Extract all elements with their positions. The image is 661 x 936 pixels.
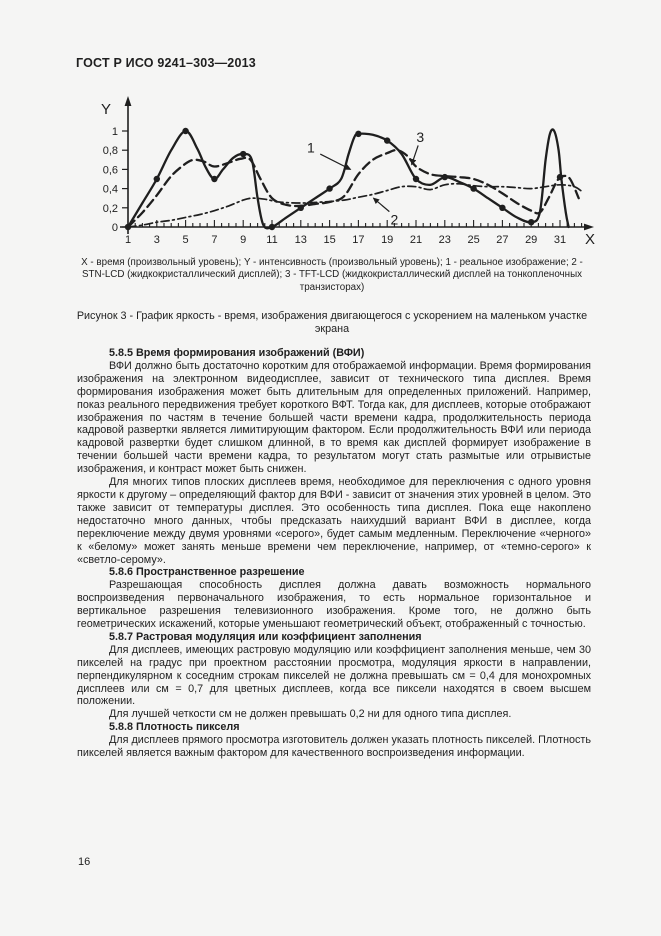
series-marker (268, 223, 276, 231)
curve-label: 1 (307, 139, 315, 155)
series-marker (211, 175, 218, 183)
series-marker (240, 150, 247, 158)
paragraph: Для дисплеев, имеющих растровую модуляци… (77, 643, 591, 708)
series-marker (153, 175, 160, 183)
series-line-2 (127, 182, 584, 228)
curve-label: 2 (391, 211, 399, 227)
y-tick-label: 0 (112, 222, 118, 234)
curve-label: 3 (416, 129, 424, 145)
y-tick-label: 0,4 (103, 184, 118, 196)
paragraph: Разрешающая способность дисплея должна д… (77, 579, 591, 631)
x-tick-label: 27 (496, 234, 508, 246)
section-heading: 5.8.7 Растровая модуляция или коэффициен… (109, 630, 422, 643)
x-tick-label: 11 (266, 234, 277, 246)
figure-caption: X - время (произвольный уровень); Y - ин… (81, 257, 583, 293)
series-marker (124, 223, 132, 231)
section-heading: 5.8.8 Плотность пикселя (109, 721, 240, 734)
figure-chart-container: Y X 1 3 5 7 9 11 13 15 17 19 21 23 25 27 29 31 0 0,2 0,4 0,6 0… (85, 92, 605, 252)
series-marker (182, 127, 189, 135)
brightness-time-chart: YX1 3 5 7 9 11 13 15 17 19 21 23 25 27 29 3100,20,40,60… (101, 96, 595, 248)
document-body: 5.8.5 Время формирования изображений (ВФ… (77, 347, 591, 760)
x-tick-label: 5 (183, 234, 189, 246)
x-axis-label: X (585, 231, 595, 248)
annotation-arrow (372, 197, 390, 213)
series-marker (384, 137, 391, 144)
x-axis-arrow (584, 223, 594, 231)
annotation-arrow (410, 145, 419, 166)
paragraph: ВФИ должно быть достаточно коротким для … (77, 359, 591, 476)
annotation-arrow (319, 153, 352, 170)
series-marker (441, 173, 448, 181)
x-tick-label: 15 (323, 234, 335, 246)
section-heading: 5.8.6 Пространственное разрешение (109, 566, 305, 579)
x-tick-label: 29 (525, 234, 537, 246)
series-marker (528, 219, 535, 226)
x-tick-label: 1 (125, 234, 131, 246)
series-marker (499, 204, 506, 211)
series-line-1 (126, 128, 570, 230)
x-tick-label: 19 (381, 234, 393, 246)
paragraph: Для многих типов плоских дисплеев время,… (77, 476, 591, 566)
series-marker (470, 185, 477, 192)
paragraph: Для дисплеев прямого просмотра изготовит… (77, 734, 591, 760)
x-tick-label: 21 (410, 234, 422, 246)
x-tick-label: 9 (240, 234, 246, 246)
page-number: 16 (78, 856, 91, 868)
x-tick-label: 7 (211, 234, 217, 246)
figure-title: Рисунок 3 - График яркость - время, изоб… (76, 310, 588, 335)
y-tick-label: 0,8 (103, 145, 118, 157)
x-tick-label: 25 (467, 234, 479, 246)
y-tick-label: 0,2 (103, 203, 118, 215)
y-axis-arrow (124, 96, 132, 106)
series-marker (326, 185, 333, 192)
y-axis-label: Y (101, 101, 111, 118)
y-tick-label: 1 (112, 126, 118, 138)
x-tick-label: 31 (554, 234, 566, 246)
document-header: ГОСТ Р ИСО 9241–303—2013 (76, 56, 256, 70)
y-tick-label: 0,6 (103, 164, 118, 176)
section-heading: 5.8.5 Время формирования изображений (ВФ… (109, 347, 365, 359)
x-tick-label: 3 (154, 234, 160, 246)
series-line-3 (126, 148, 580, 229)
x-tick-label: 17 (352, 234, 364, 246)
x-tick-label: 13 (295, 234, 307, 246)
series-marker (355, 130, 362, 138)
paragraph: Для лучшей четкости см не должен превыша… (109, 708, 512, 721)
series-marker (556, 173, 564, 181)
series-marker (412, 175, 420, 183)
x-tick-label: 23 (439, 234, 451, 246)
series-marker (297, 204, 304, 211)
